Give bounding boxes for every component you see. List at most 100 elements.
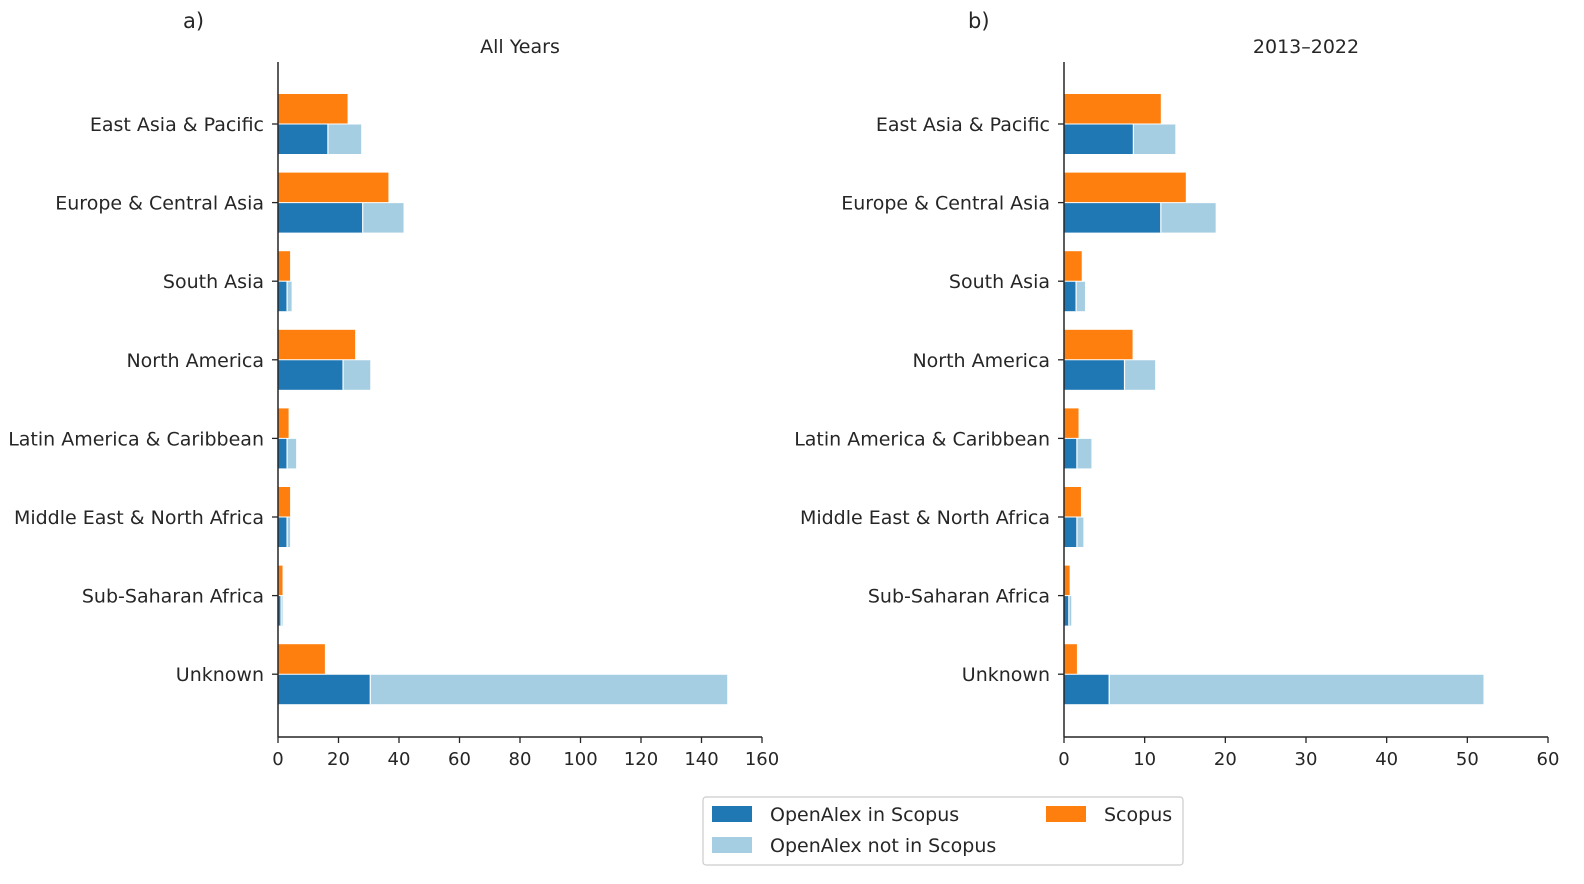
bar-group-latin-america-and-caribbean — [278, 408, 297, 469]
category-label: North America — [126, 350, 264, 372]
bar-openalex-not-in-scopus — [1076, 517, 1084, 547]
bar-openalex-not-in-scopus — [362, 202, 404, 233]
bar-openalex-not-in-scopus — [287, 281, 292, 312]
bar-openalex-in-scopus — [278, 438, 288, 469]
bar-openalex-not-in-scopus — [281, 595, 283, 626]
bar-scopus — [1064, 329, 1133, 360]
legend-swatch — [712, 837, 752, 853]
bar-openalex-not-in-scopus — [1124, 359, 1156, 390]
bar-openalex-in-scopus — [278, 674, 371, 705]
bar-scopus — [1064, 487, 1081, 517]
bar-group-middle-east-and-north-africa — [1064, 487, 1084, 547]
bar-group-north-america — [278, 329, 371, 390]
bar-openalex-in-scopus — [1064, 124, 1134, 154]
bar-openalex-in-scopus — [278, 517, 288, 547]
bar-openalex-not-in-scopus — [327, 124, 362, 154]
bar-openalex-in-scopus — [1064, 517, 1077, 547]
legend-item-openalex-not-in-scopus: OpenAlex not in Scopus — [712, 835, 996, 857]
bar-openalex-not-in-scopus — [1133, 124, 1176, 154]
category-label: Europe & Central Asia — [55, 193, 264, 215]
legend: OpenAlex in Scopus OpenAlex not in Scopus… — [702, 796, 1184, 866]
bar-group-south-asia — [1064, 251, 1085, 312]
x-tick-label: 50 — [1456, 749, 1479, 770]
legend-swatch — [712, 806, 752, 822]
legend-item-openalex-in-scopus: OpenAlex in Scopus — [712, 804, 959, 826]
x-tick-label: 0 — [272, 749, 283, 770]
bar-group-north-america — [1064, 329, 1156, 390]
bar-openalex-in-scopus — [278, 595, 282, 626]
bar-group-middle-east-and-north-africa — [278, 487, 291, 547]
bar-openalex-in-scopus — [278, 202, 363, 233]
bar-scopus — [1064, 644, 1077, 675]
bar-scopus — [1064, 251, 1082, 282]
x-tick-label: 100 — [563, 749, 597, 770]
x-tick-label: 80 — [509, 749, 532, 770]
bar-group-east-asia-and-pacific — [278, 94, 362, 154]
bar-openalex-in-scopus — [1064, 438, 1077, 469]
bar-openalex-not-in-scopus — [1076, 281, 1085, 312]
x-tick-label: 40 — [1375, 749, 1398, 770]
bar-openalex-not-in-scopus — [1076, 438, 1092, 469]
bar-openalex-not-in-scopus — [370, 674, 728, 705]
bar-group-europe-and-central-asia — [1064, 172, 1216, 233]
panel-title: 2013–2022 — [1253, 36, 1359, 58]
bar-group-sub-saharan-africa — [1064, 565, 1072, 626]
category-label: Latin America & Caribbean — [8, 428, 264, 450]
bar-openalex-in-scopus — [1064, 281, 1077, 312]
bar-openalex-in-scopus — [278, 124, 328, 154]
category-label: Sub-Saharan Africa — [82, 586, 264, 608]
legend-item-scopus: Scopus — [1046, 804, 1172, 826]
x-tick-label: 160 — [745, 749, 779, 770]
panel-letter: a) — [183, 9, 204, 33]
bar-openalex-in-scopus — [1064, 595, 1069, 626]
x-tick-label: 120 — [624, 749, 658, 770]
category-label: Middle East & North Africa — [14, 507, 264, 529]
chart-panel-b: b) 2013–2022 East Asia & Pacific Europe & C… — [794, 9, 1559, 770]
bar-scopus — [278, 408, 289, 439]
x-tick-label: 10 — [1133, 749, 1156, 770]
x-tick-label: 60 — [1537, 749, 1560, 770]
bar-openalex-not-in-scopus — [1160, 202, 1216, 233]
bar-scopus — [278, 172, 389, 203]
category-label: South Asia — [163, 271, 264, 293]
bar-openalex-not-in-scopus — [343, 359, 371, 390]
category-label: Latin America & Caribbean — [794, 428, 1050, 450]
x-tick-label: 140 — [684, 749, 718, 770]
bar-openalex-not-in-scopus — [287, 438, 297, 469]
category-label: Europe & Central Asia — [841, 193, 1050, 215]
bar-group-unknown — [278, 644, 728, 705]
bar-group-east-asia-and-pacific — [1064, 94, 1176, 154]
bar-scopus — [278, 94, 348, 124]
bar-group-sub-saharan-africa — [278, 565, 283, 626]
bar-scopus — [1064, 408, 1079, 439]
category-label: Middle East & North Africa — [800, 507, 1050, 529]
category-label: East Asia & Pacific — [876, 114, 1050, 136]
bar-scopus — [1064, 565, 1070, 596]
legend-swatch — [1046, 806, 1086, 822]
bar-scopus — [1064, 94, 1161, 124]
bar-openalex-in-scopus — [1064, 674, 1110, 705]
category-label: North America — [912, 350, 1050, 372]
x-tick-label: 60 — [448, 749, 471, 770]
x-tick-label: 0 — [1058, 749, 1069, 770]
category-label: East Asia & Pacific — [90, 114, 264, 136]
bar-openalex-in-scopus — [1064, 359, 1125, 390]
category-label: Unknown — [176, 664, 264, 686]
bar-scopus — [278, 251, 291, 282]
bar-group-europe-and-central-asia — [278, 172, 404, 233]
panel-letter: b) — [968, 9, 990, 33]
bar-openalex-in-scopus — [278, 359, 344, 390]
x-tick-label: 20 — [1214, 749, 1237, 770]
bar-openalex-not-in-scopus — [287, 517, 291, 547]
legend-label: Scopus — [1104, 804, 1172, 826]
x-tick-label: 20 — [327, 749, 350, 770]
legend-label: OpenAlex not in Scopus — [770, 835, 996, 857]
bar-scopus — [1064, 172, 1186, 203]
bar-openalex-in-scopus — [1064, 202, 1161, 233]
x-tick-label: 40 — [388, 749, 411, 770]
bar-scopus — [278, 487, 291, 517]
bar-group-south-asia — [278, 251, 292, 312]
category-label: Unknown — [962, 664, 1050, 686]
bar-scopus — [278, 644, 325, 675]
